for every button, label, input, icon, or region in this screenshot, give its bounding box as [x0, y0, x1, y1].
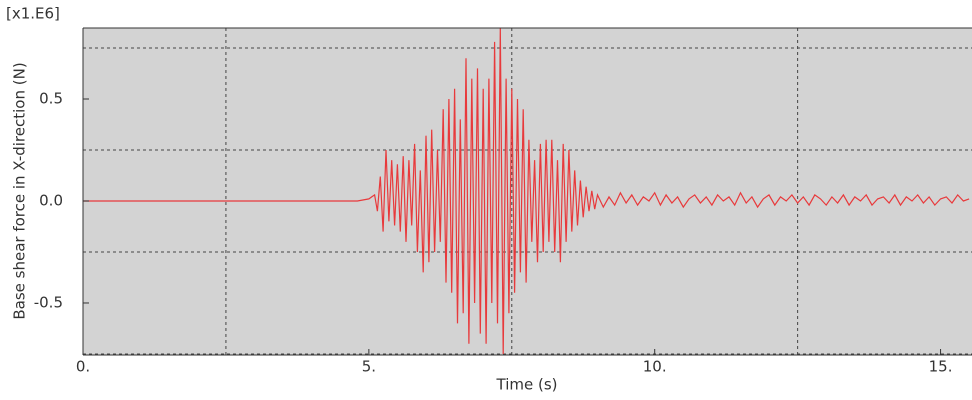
- x-tick-label: 0.: [76, 358, 90, 376]
- y-tick-label: 0.5: [39, 89, 63, 107]
- x-tick-label: 5.: [362, 358, 376, 376]
- x-axis-label: Time (s): [496, 376, 558, 394]
- y-axis-label: Base shear force in X-direction (N): [11, 62, 29, 319]
- grid: [83, 28, 972, 355]
- series: [83, 28, 970, 355]
- y-tick-label: 0.0: [39, 191, 63, 209]
- data-line: [83, 28, 970, 355]
- x-tick-label: 10.: [643, 358, 667, 376]
- y-multiplier: [x1.E6]: [6, 5, 60, 23]
- x-tick-label: 15.: [929, 358, 953, 376]
- axes: 0. 5. 10. 15. -0.5 0.0 0.5: [34, 27, 972, 376]
- y-tick-label: -0.5: [34, 293, 63, 311]
